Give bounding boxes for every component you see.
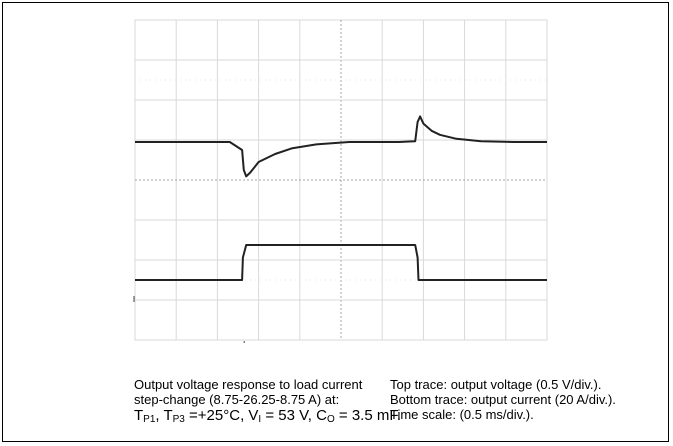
caption-conditions: TP1, TP3 =+25°C, VI = 53 V, CO = 3.5 mF. xyxy=(134,407,401,425)
cond-temp: =+25°C, V xyxy=(184,407,259,424)
caption-top-trace: Top trace: output voltage (0.5 V/div.). xyxy=(390,377,602,392)
figure-frame xyxy=(2,2,669,442)
trace-output-voltage xyxy=(135,115,547,178)
cond-volt: = 53 V, C xyxy=(261,407,327,424)
caption-bottom-trace: Bottom trace: output current (20 A/div.)… xyxy=(390,392,616,407)
cond-i: I xyxy=(258,414,262,425)
grid xyxy=(134,19,548,341)
caption-time-scale: Time scale: (0.5 ms/div.). xyxy=(390,407,534,422)
trace-output-current xyxy=(135,244,547,281)
caption-right: Top trace: output voltage (0.5 V/div.). … xyxy=(390,377,616,422)
cond-p1: P1 xyxy=(143,414,156,425)
caption-line-2: step-change (8.75-26.25-8.75 A) at: xyxy=(134,392,340,407)
traces xyxy=(133,115,547,343)
cond-cap: = 3.5 mF. xyxy=(334,407,402,424)
caption-left: Output voltage response to load current … xyxy=(134,377,401,425)
cond-sep: , T xyxy=(155,407,173,424)
cond-p3: P3 xyxy=(172,414,185,425)
caption-line-1: Output voltage response to load current xyxy=(134,377,363,392)
cond-o: O xyxy=(326,414,335,425)
cond-t: T xyxy=(134,407,144,424)
